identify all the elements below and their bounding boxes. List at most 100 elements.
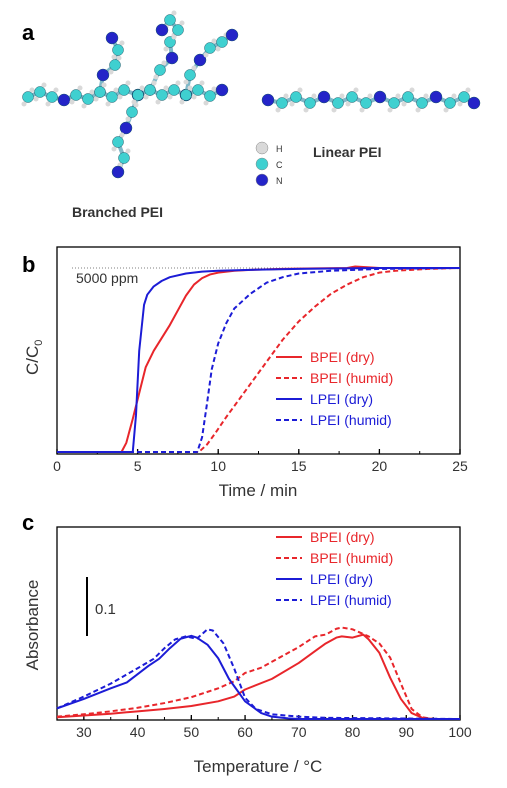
hydrogen-atom [167, 94, 173, 100]
series-line-lpei-dry [56, 634, 460, 720]
hydrogen-atom [119, 40, 125, 46]
atom-legend-label: H [276, 144, 283, 154]
nitrogen-atom [165, 51, 179, 65]
hydrogen-atom [311, 93, 317, 99]
atom-legend-label: N [276, 176, 283, 186]
hydrogen-atom [89, 89, 95, 95]
hydrogen-atom [69, 99, 75, 105]
hydrogen-atom [331, 107, 337, 113]
nitrogen-atom [225, 28, 239, 42]
hydrogen-atom [161, 60, 167, 66]
hydrogen-atom [211, 86, 217, 92]
carbon-atom [156, 89, 168, 101]
x-tick-label: 100 [448, 724, 472, 740]
hydrogen-atom [119, 132, 125, 138]
series-line-bpei-humid [56, 626, 460, 720]
carbon-atom [118, 152, 130, 164]
carbon-atom [164, 36, 176, 48]
carbon-atom [216, 36, 228, 48]
hydrogen-atom [117, 94, 123, 100]
panel-c: c 30 40 50 60 70 80 90 100 BPEI (dry) BPEI (humid… [22, 510, 472, 776]
hydrogen-atom [53, 87, 59, 93]
carbon-atom [109, 59, 121, 71]
nitrogen-atom [155, 23, 169, 37]
legend-label: LPEI (humid) [310, 592, 392, 608]
carbon-atom [154, 64, 166, 76]
legend-label: LPEI (dry) [310, 571, 373, 587]
chart-c: 30 40 50 60 70 80 90 100 BPEI (dry) BPEI (humid) L… [23, 526, 472, 776]
legend-label: BPEI (humid) [310, 370, 393, 386]
hydrogen-atom [153, 74, 159, 80]
carbon-atom [184, 69, 196, 81]
carbon-atom [304, 97, 316, 109]
carbon-atom [276, 97, 288, 109]
hydrogen-atom [345, 101, 351, 107]
hydrogen-atom [183, 79, 189, 85]
carbon-atom [402, 91, 414, 103]
legend-label: LPEI (dry) [310, 391, 373, 407]
hydrogen-atom [353, 87, 359, 93]
hydrogen-atom [133, 102, 139, 108]
x-tick-label: 25 [452, 458, 468, 474]
carbon-atom [164, 14, 176, 26]
hydrogen-atom [125, 80, 131, 86]
x-tick-label: 20 [372, 458, 388, 474]
x-tick-label: 5 [134, 458, 142, 474]
hydrogen-atom [289, 101, 295, 107]
hydrogen-atom [81, 103, 87, 109]
nitrogen-atom [193, 53, 207, 67]
hydrogen-atom [41, 82, 47, 88]
hydrogen-atom [125, 148, 131, 154]
hydrogen-atom [29, 87, 35, 93]
atom-legend-label: C [276, 160, 283, 170]
series-line-bpei-dry [57, 265, 460, 453]
nitrogen-atom [429, 90, 443, 104]
carbon-atom [172, 24, 184, 36]
hydrogen-atom [139, 85, 145, 91]
hydrogen-atom [203, 52, 209, 58]
plot-frame [56, 526, 461, 721]
hydrogen-atom [175, 80, 181, 86]
carbon-atom [132, 89, 144, 101]
atom-legend: HCN [255, 141, 283, 187]
branched-pei-branch [93, 31, 125, 102]
x-tick-label: 10 [210, 458, 226, 474]
hydrogen-atom [451, 93, 457, 99]
hydrogen-atom [409, 87, 415, 93]
panel-c-label: c [22, 510, 34, 535]
carbon-atom [112, 136, 124, 148]
hydrogen-atom [171, 34, 177, 40]
molecule-illustrations [21, 10, 481, 179]
carbon-atom [118, 84, 130, 96]
series-line-bpei-humid [57, 267, 461, 453]
carbon-atom [126, 106, 138, 118]
scale-bar-label: 0.1 [95, 601, 116, 618]
branched-pei-branch [143, 10, 185, 100]
nitrogen-atom [317, 90, 331, 104]
carbon-atom [192, 84, 204, 96]
nitrogen-atom [373, 90, 387, 104]
hydrogen-atom [297, 87, 303, 93]
hydrogen-atom [457, 101, 463, 107]
x-tick-label: 90 [398, 724, 414, 740]
nitrogen-atom [105, 31, 119, 45]
hydrogen-atom [108, 69, 114, 75]
hydrogen-atom [303, 107, 309, 113]
hydrogen-atom [33, 96, 39, 102]
hydrogen-atom [359, 107, 365, 113]
hydrogen-atom [179, 20, 185, 26]
x-tick-label: 70 [291, 724, 307, 740]
hydrogen-atom [111, 146, 117, 152]
branched-pei-branch [111, 85, 145, 179]
y-axis-label: Absorbance [23, 580, 42, 671]
linear-pei-label: Linear PEI [313, 144, 381, 160]
nitrogen-atom [467, 96, 481, 110]
nitrogen-atom [215, 83, 229, 97]
panel-b: b 0 5 10 15 20 25 BPEI (dry) BPEI (humid) LPEI (… [22, 246, 468, 500]
nitrogen-atom [119, 121, 133, 135]
carbon-atom [94, 86, 106, 98]
carbon-atom [204, 90, 216, 102]
hydrogen-atom [191, 65, 197, 71]
legend-label: BPEI (dry) [310, 349, 375, 365]
y-axis-label: C/C0 [23, 340, 45, 375]
